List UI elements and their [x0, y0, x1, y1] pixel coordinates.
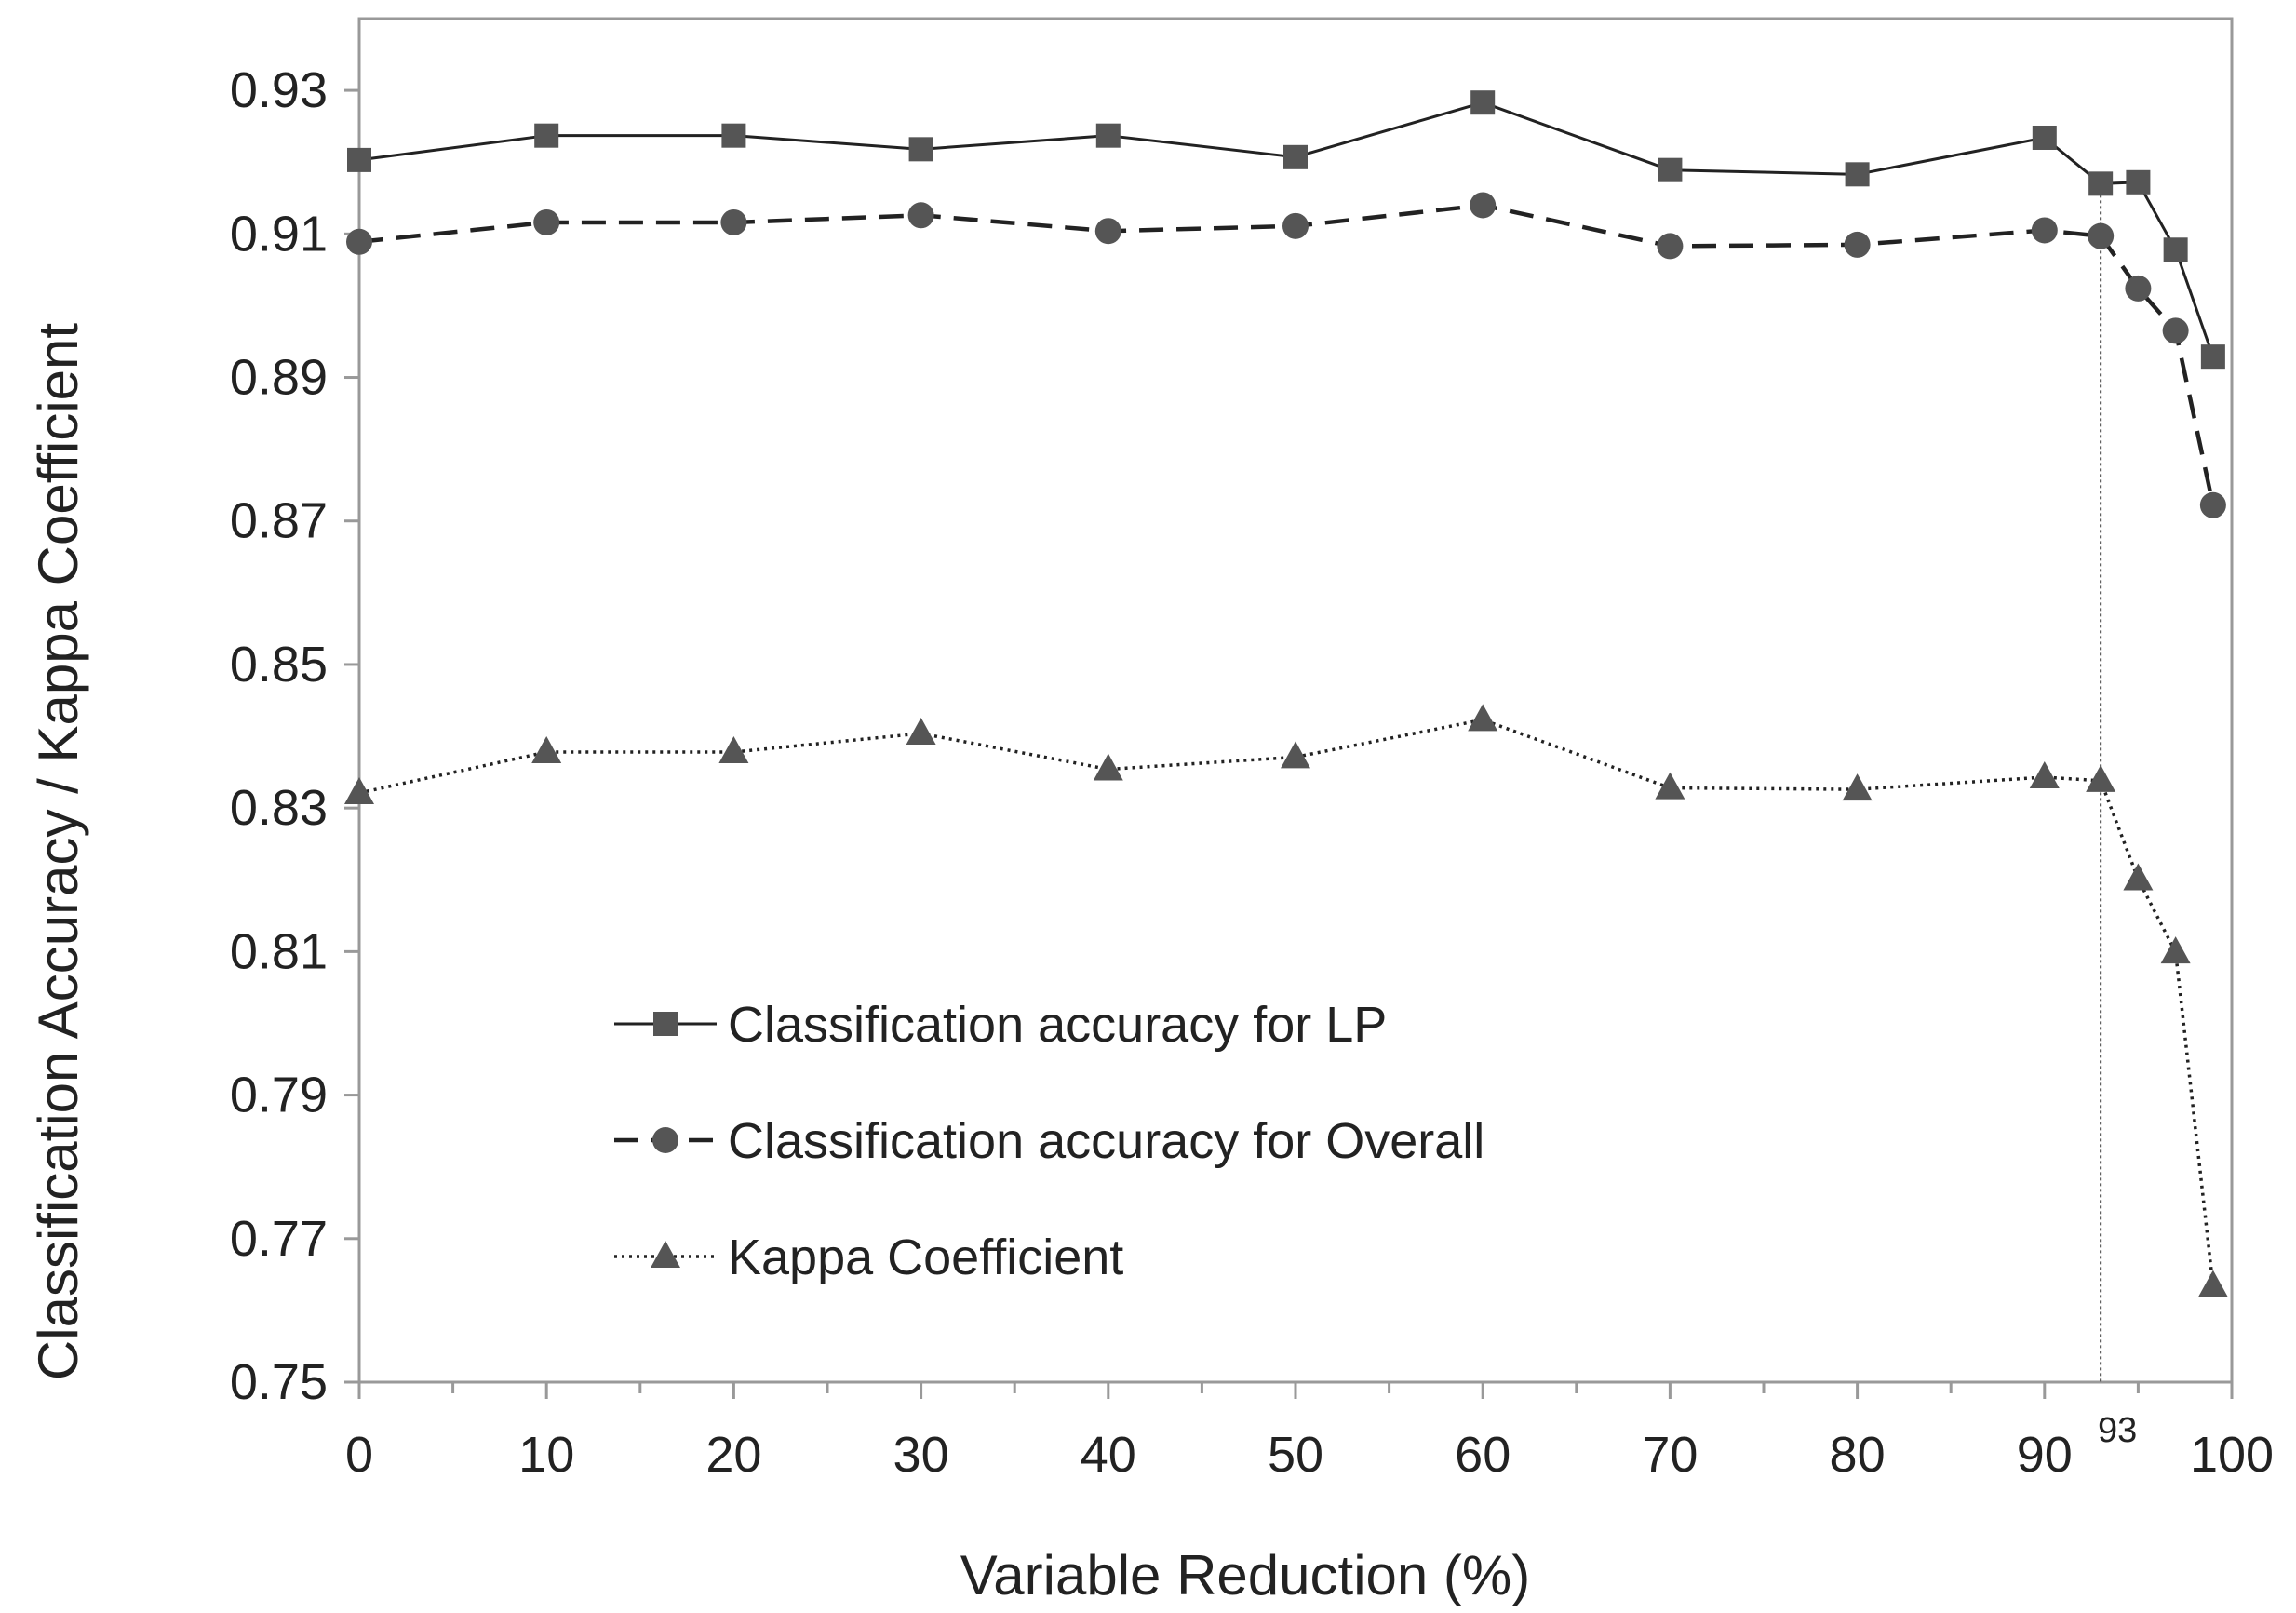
legend: Classification accuracy for LP Classifica… [614, 997, 1484, 1285]
data-point [2029, 761, 2060, 789]
x-tick-label: 20 [705, 1427, 761, 1483]
data-point [344, 776, 374, 804]
y-axis-title: Classification Accuracy / Kappa Coeffici… [27, 323, 89, 1380]
data-point [1468, 704, 1498, 732]
legend-marker [651, 1241, 680, 1268]
x-axis-title: Variable Reduction (%) [960, 1544, 1531, 1606]
annotation-layer: 93 [2098, 183, 2137, 1450]
data-point [906, 717, 936, 745]
series-square [347, 90, 2225, 370]
x-tick-label: 90 [2017, 1427, 2073, 1483]
x-tick-label: 30 [893, 1427, 949, 1483]
data-point [718, 736, 749, 764]
x-tick-label: 40 [1081, 1427, 1136, 1483]
y-tick-label: 0.87 [230, 493, 328, 549]
data-point [2200, 344, 2225, 370]
x-tick-label: 60 [1455, 1427, 1511, 1483]
series-triangle [344, 704, 2228, 1297]
data-point [2199, 491, 2226, 518]
y-tick-label: 0.77 [230, 1211, 328, 1267]
annotation-label: 93 [2098, 1411, 2137, 1450]
series-circle [346, 192, 2226, 518]
x-tick-label: 10 [518, 1427, 574, 1483]
data-point [2162, 317, 2189, 344]
data-point [1095, 123, 1121, 148]
data-point [1658, 157, 1683, 182]
data-point [907, 202, 934, 229]
y-tick-label: 0.79 [230, 1068, 328, 1123]
data-point [1845, 162, 1870, 187]
x-tick-label: 0 [345, 1427, 373, 1483]
y-tick-label: 0.85 [230, 637, 328, 692]
data-point [1842, 773, 1873, 801]
series-layer [344, 90, 2228, 1297]
data-point [531, 736, 562, 764]
data-point [2197, 1270, 2228, 1297]
data-point [721, 123, 746, 148]
data-point [720, 208, 747, 235]
data-point [2163, 237, 2188, 262]
data-point [1093, 753, 1123, 781]
data-point [1470, 90, 1496, 115]
data-point [1283, 144, 1308, 169]
data-point [534, 123, 559, 148]
data-point [2031, 217, 2058, 244]
y-tick-label: 0.91 [230, 206, 328, 262]
data-point [346, 228, 372, 255]
y-tick-label: 0.89 [230, 350, 328, 406]
data-point [2126, 169, 2151, 195]
y-tick-label: 0.81 [230, 923, 328, 979]
x-tick-label: 70 [1642, 1427, 1698, 1483]
data-point [2088, 222, 2115, 249]
data-point [1094, 218, 1121, 245]
legend-marker [653, 1012, 678, 1036]
data-point [2160, 936, 2191, 964]
x-tick-label: 80 [1830, 1427, 1886, 1483]
y-axis-ticks: 0.75 0.77 0.79 0.81 0.83 0.85 0.87 0.89 0.91 0.93 [230, 62, 359, 1410]
data-point [2086, 764, 2116, 792]
data-point [2032, 125, 2057, 150]
x-tick-label: 100 [2190, 1427, 2274, 1483]
series-line [358, 203, 2216, 506]
x-tick-label: 50 [1268, 1427, 1323, 1483]
y-tick-label: 0.83 [230, 780, 328, 836]
legend-label: Kappa Coefficient [728, 1230, 1123, 1285]
y-tick-label: 0.75 [230, 1354, 328, 1410]
data-point [1655, 772, 1685, 800]
data-point [347, 147, 371, 172]
data-point [533, 208, 560, 235]
data-point [1844, 231, 1871, 258]
data-point [908, 137, 933, 162]
legend-marker [652, 1127, 678, 1153]
legend-label: Classification accuracy for LP [728, 997, 1387, 1053]
y-tick-label: 0.93 [230, 62, 328, 118]
data-point [1470, 192, 1497, 219]
data-point [1281, 741, 1310, 769]
data-point [1282, 212, 1309, 239]
data-point [1657, 233, 1684, 260]
data-point [2125, 275, 2152, 302]
data-point [2088, 171, 2114, 196]
x-axis-ticks: 0 10 20 30 40 50 60 70 80 90 100 [345, 1382, 2274, 1483]
legend-label: Classification accuracy for Overall [728, 1113, 1484, 1169]
series-line [358, 718, 2215, 1286]
data-point [2123, 863, 2154, 891]
